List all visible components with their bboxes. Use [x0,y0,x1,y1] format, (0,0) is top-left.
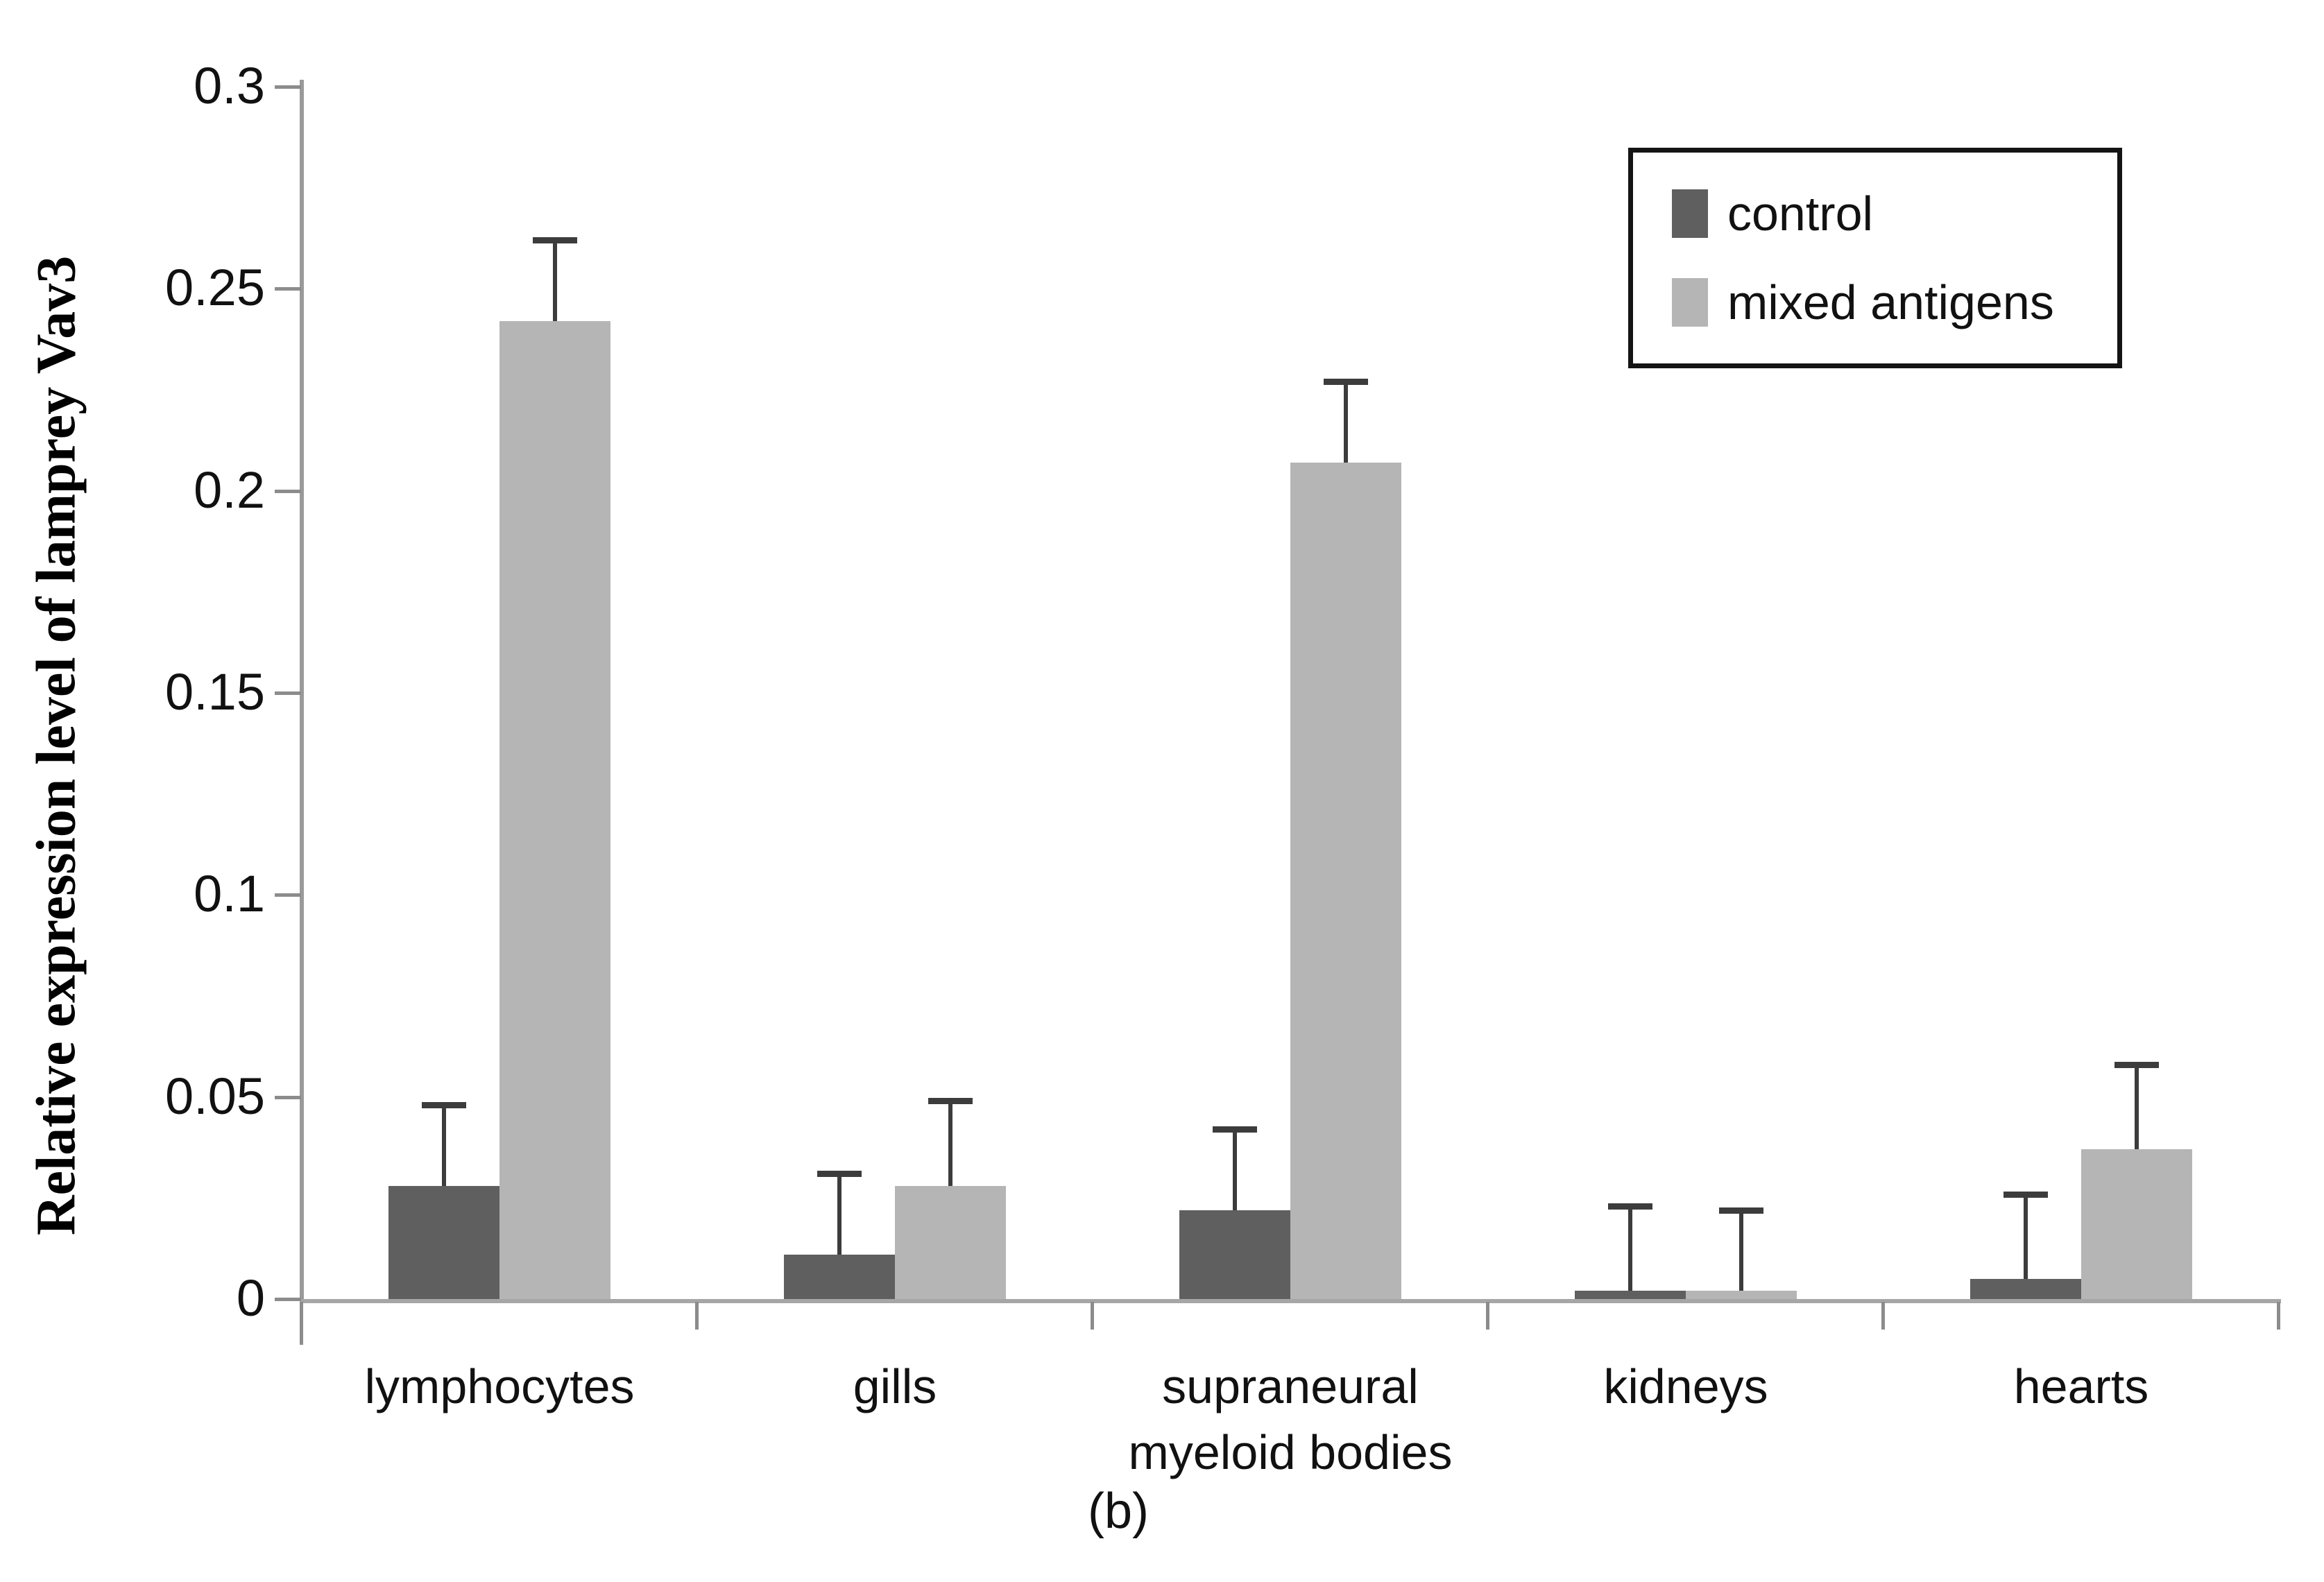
x-category-label: lymphocytes [364,1359,635,1413]
legend-item-mixed-antigens: mixed antigens [1672,275,2117,330]
figure-caption: (b) [1088,1484,1149,1539]
bar-mixed-antigens-1 [895,1185,1006,1299]
x-tick-mark [1881,1302,1885,1330]
error-bar-stem [1233,1129,1237,1210]
bar-control-1 [784,1254,895,1299]
error-bar-cap [533,237,577,244]
bar-control-0 [388,1185,499,1299]
error-bar-stem [553,240,557,321]
error-bar-cap [2003,1191,2048,1198]
error-bar-cap [2114,1062,2159,1069]
y-tick-label: 0.1 [194,865,265,923]
bar-mixed-antigens-2 [1290,462,1401,1299]
error-bar-cap [1324,379,1368,386]
y-tick-mark [275,85,301,89]
error-bar-stem [2024,1194,2028,1279]
y-tick-label: 0.05 [164,1067,265,1125]
bar-mixed-antigens-3 [1686,1291,1797,1299]
y-tick-mark [275,489,301,493]
legend-label-control: control [1727,187,1874,241]
x-category-label: gills [853,1359,937,1413]
error-bar-cap [422,1102,466,1109]
error-bar-cap [1608,1203,1652,1210]
error-bar-stem [2135,1065,2139,1150]
y-axis-title: Relative expression level of lamprey Vav… [26,255,87,1236]
y-tick-mark [275,1298,301,1301]
y-tick-mark [275,1095,301,1099]
bar-control-4 [1970,1278,2081,1299]
x-category-label: hearts [2013,1359,2149,1413]
y-tick-label: 0.2 [194,461,265,519]
error-bar-stem [1739,1210,1743,1291]
error-bar-stem [837,1173,841,1255]
y-tick-mark [275,287,301,291]
error-bar-cap [928,1098,973,1105]
x-tick-mark [695,1302,699,1330]
legend-item-control: control [1672,186,2117,241]
bar-control-3 [1575,1291,1686,1299]
bar-mixed-antigens-0 [499,320,610,1299]
x-tick-mark [1091,1302,1094,1330]
error-bar-stem [1628,1205,1632,1291]
y-tick-label: 0 [236,1269,265,1327]
legend: control mixed antigens [1628,148,2122,368]
y-tick-label: 0.25 [164,259,265,317]
y-tick-label: 0.15 [164,662,265,721]
control-series-swatch-icon [1672,189,1708,238]
bar-control-2 [1179,1210,1290,1299]
y-tick-label: 0.3 [194,56,265,114]
x-axis-line [300,1299,2281,1303]
error-bar-stem [442,1105,446,1186]
y-tick-mark [275,893,301,897]
error-bar-stem [1344,381,1348,463]
legend-label-mixed-antigens: mixed antigens [1727,275,2054,329]
mixed-antigens-series-swatch-icon [1672,278,1708,327]
error-bar-cap [817,1171,862,1178]
x-tick-mark [2277,1302,2280,1330]
error-bar-cap [1213,1126,1257,1133]
error-bar-stem [948,1101,952,1186]
x-category-label: kidneys [1603,1359,1768,1413]
error-bar-cap [1719,1207,1763,1214]
x-tick-mark [300,1302,303,1345]
y-axis-line [300,80,304,1303]
x-tick-mark [1486,1302,1489,1330]
y-tick-mark [275,691,301,695]
x-category-label: supraneural myeloid bodies [1128,1359,1453,1479]
bar-mixed-antigens-4 [2081,1149,2192,1299]
